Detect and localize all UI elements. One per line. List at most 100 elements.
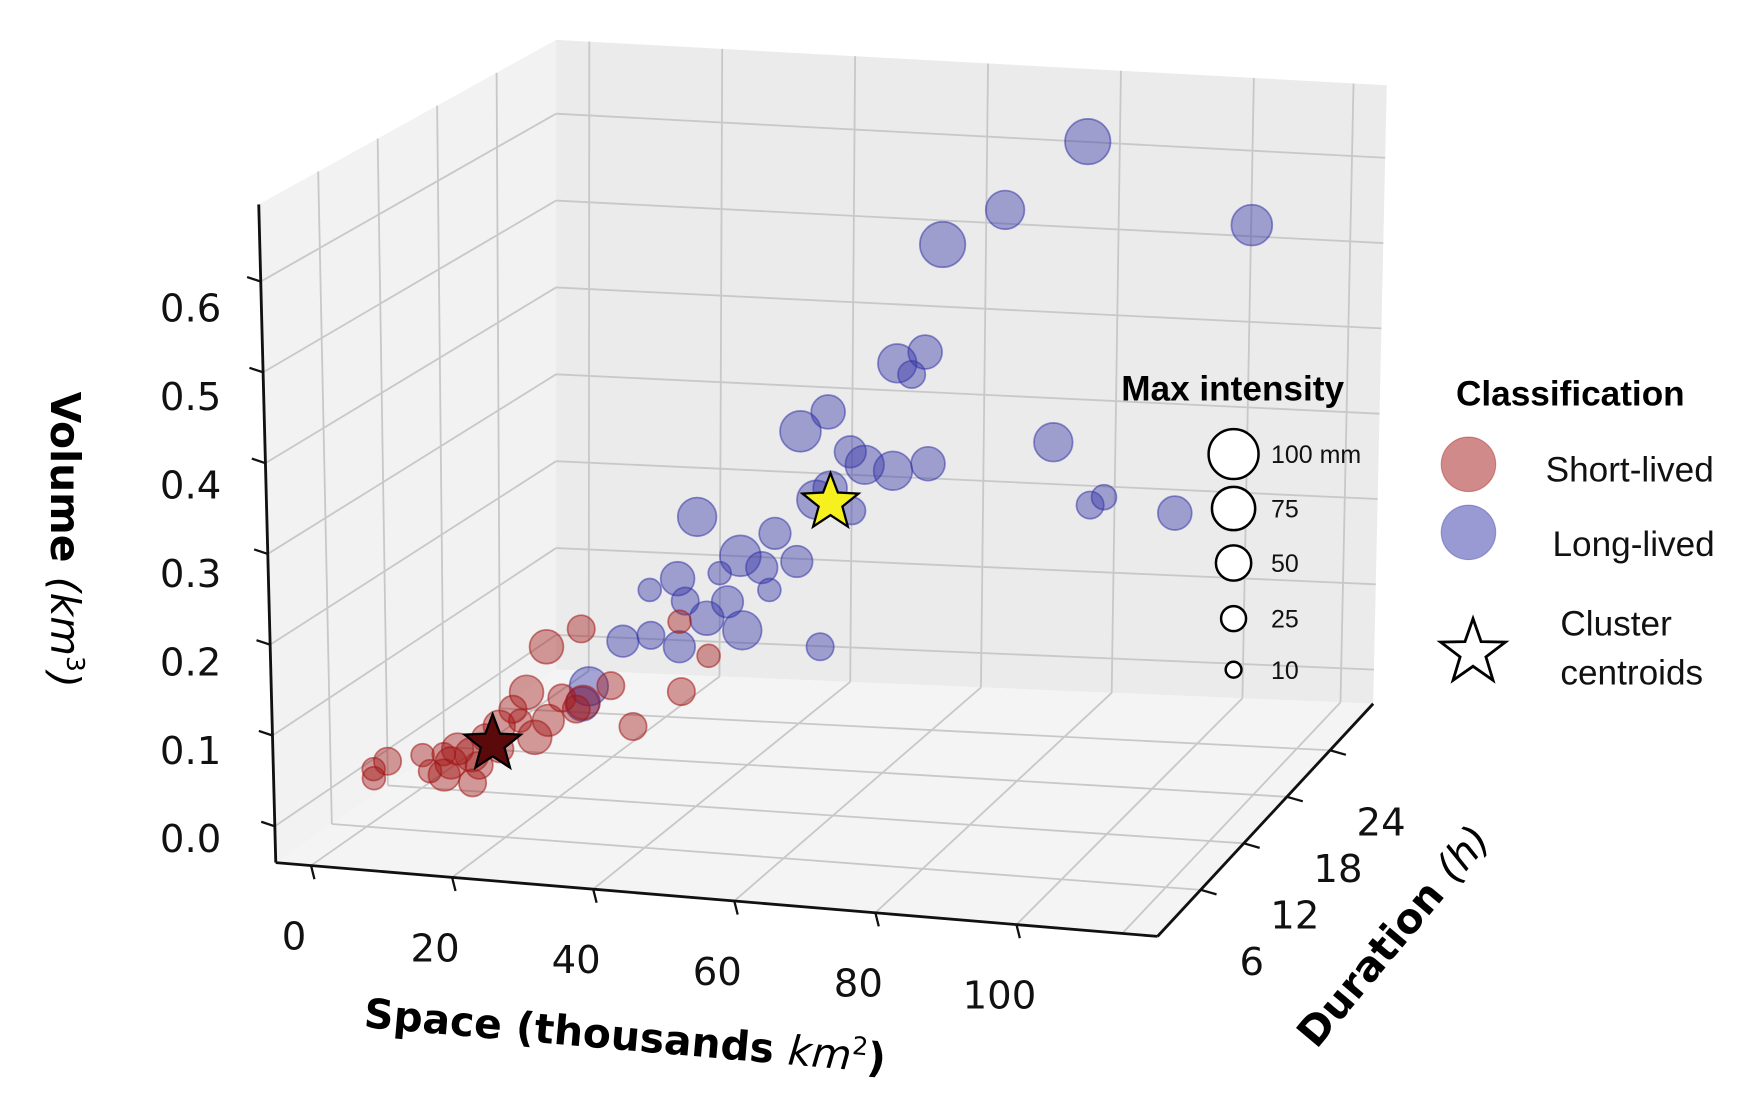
x-axis-label-unit: km	[786, 1026, 853, 1079]
y-tick-mark	[1329, 749, 1347, 756]
long-lived-point	[907, 334, 943, 370]
x-tick-mark	[874, 912, 880, 927]
z-axis-label-main: Volume	[41, 392, 89, 577]
back-wall-pane	[556, 39, 1387, 704]
size-legend-label: 75	[1271, 496, 1299, 524]
legend-label-centroids-2: centroids	[1560, 653, 1703, 692]
floor-gridline-space	[733, 686, 982, 902]
long-lived-point	[779, 410, 822, 453]
size-legend: Max intensity 100 mm 75 50 25 10	[1121, 370, 1361, 685]
long-lived-point	[910, 445, 946, 482]
size-legend-marker	[1224, 660, 1243, 679]
x-tick-mark	[309, 865, 316, 880]
size-legend-marker	[1219, 604, 1248, 633]
legend-marker-long-lived	[1440, 504, 1497, 561]
back-gridline-volume	[556, 199, 1384, 244]
left-gridline-volume	[269, 460, 557, 646]
long-lived-point	[606, 624, 640, 658]
long-lived-point	[984, 189, 1026, 231]
axis-lines	[257, 204, 1375, 938]
long-lived-centroid-star	[799, 469, 862, 530]
long-lived-point	[670, 586, 700, 616]
x-axis-label-sup: 2	[851, 1031, 869, 1061]
z-axis-label-sup: 3	[61, 656, 90, 672]
z-tick-label: 0.4	[160, 463, 221, 508]
z-tick-mark	[260, 820, 276, 828]
y-tick-label: 6	[1239, 940, 1264, 985]
x-tick-label: 0	[282, 915, 307, 960]
back-gridline-volume	[556, 373, 1380, 415]
short-lived-point	[431, 741, 456, 767]
short-lived-point	[547, 683, 577, 713]
long-lived-point	[872, 450, 914, 491]
long-lived-point	[919, 220, 967, 269]
long-lived-point	[719, 534, 762, 578]
short-lived-point	[618, 711, 648, 742]
long-lived-point	[805, 632, 835, 662]
left-gridline-volume	[262, 199, 557, 374]
x-tick-label: 100	[963, 974, 1037, 1019]
left-gridline-duration	[495, 72, 501, 709]
z-tick-mark	[258, 729, 273, 737]
z-axis-label-close: )	[41, 669, 89, 688]
z-tick-label: 0.0	[160, 817, 221, 862]
floor-gridline-space	[310, 670, 590, 867]
back-gridline-space	[1339, 83, 1355, 703]
z-axis-line	[257, 204, 278, 863]
short-lived-point	[440, 732, 475, 766]
short-lived-point	[410, 742, 435, 768]
short-lived-point	[561, 694, 591, 724]
x-tick-mark	[733, 900, 739, 915]
long-lived-point	[636, 620, 666, 650]
long-lived-point	[810, 394, 846, 430]
x-axis-label-close: )	[865, 1033, 888, 1082]
short-lived-point	[566, 614, 596, 644]
long-lived-point	[1033, 422, 1074, 463]
z-tick-mark	[246, 275, 262, 283]
z-tick-label: 0.6	[160, 287, 221, 332]
long-lived-point	[897, 359, 927, 390]
size-legend-label: 10	[1271, 657, 1299, 685]
long-lived-point	[1075, 490, 1105, 520]
left-gridline-volume	[267, 373, 557, 555]
left-wall-pane	[258, 39, 557, 863]
back-gridline-space	[980, 63, 989, 688]
size-legend-label: 100 mm	[1271, 441, 1361, 469]
size-legend-marker	[1214, 544, 1253, 582]
size-legend-label: 50	[1271, 550, 1299, 578]
long-lived-point	[757, 577, 782, 603]
legend-label-long-lived: Long-lived	[1552, 525, 1714, 564]
short-lived-point	[373, 746, 403, 776]
y-tick-label: 24	[1357, 800, 1406, 845]
short-lived-point	[531, 703, 566, 737]
x-tick-mark	[1015, 924, 1021, 939]
x-tick-label: 20	[411, 926, 460, 971]
y-tick-label: 18	[1313, 847, 1362, 892]
short-lived-point	[528, 629, 565, 665]
short-lived-point	[667, 609, 692, 634]
long-lived-point	[877, 343, 918, 384]
short-lived-point	[696, 643, 721, 669]
y-tick-label: 12	[1270, 893, 1319, 938]
floor-gridline-space	[874, 692, 1113, 914]
legend-label-short-lived: Short-lived	[1546, 450, 1714, 489]
short-lived-point	[666, 677, 696, 707]
floor-gridline-duration	[387, 784, 1244, 845]
left-gridline-volume	[274, 634, 557, 828]
x-tick-label: 40	[552, 938, 601, 983]
left-gridline-duration	[376, 138, 389, 786]
long-lived-point	[1090, 483, 1118, 511]
long-lived-point	[1230, 203, 1274, 247]
left-gridline-volume	[264, 286, 557, 464]
size-legend-title: Max intensity	[1121, 370, 1344, 409]
back-gridline-space	[587, 41, 591, 672]
z-tick-label: 0.1	[160, 729, 221, 774]
size-legend-marker	[1210, 485, 1257, 532]
z-axis-label-unit: (km	[41, 577, 89, 656]
short-lived-point	[596, 671, 626, 701]
floor-gridline-space	[1015, 697, 1244, 926]
x-axis-label-main: Space (thousands	[362, 989, 790, 1074]
long-lived-point	[676, 496, 718, 538]
size-legend-label: 25	[1271, 606, 1299, 634]
